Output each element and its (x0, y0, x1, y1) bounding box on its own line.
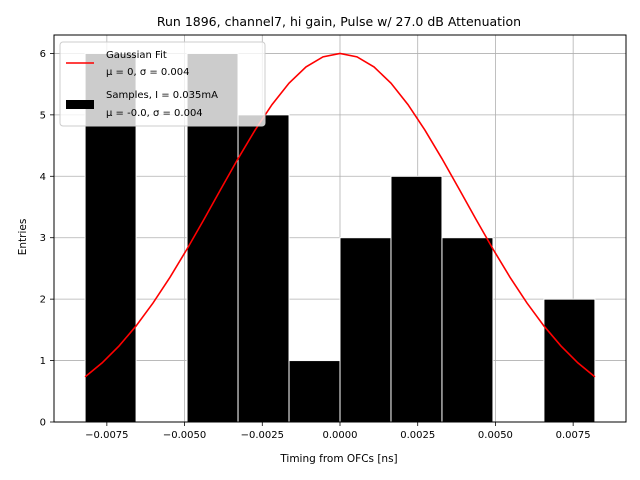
histogram-bar (237, 114, 290, 423)
legend-box (59, 41, 266, 127)
legend-fit-params: μ = 0, σ = 0.004 (106, 67, 190, 78)
x-axis-ticks: −0.0075 −0.0050 −0.0025 0.0000 0.0025 0.0050 0… (85, 422, 591, 441)
x-tick-label: 0.0025 (400, 430, 435, 441)
y-tick-label: 5 (40, 110, 46, 121)
y-tick-label: 6 (40, 49, 46, 60)
legend: Gaussian Fit μ = 0, σ = 0.004 Samples, I… (59, 41, 266, 127)
x-tick-label: −0.0050 (163, 430, 206, 441)
x-tick-label: −0.0075 (85, 430, 128, 441)
x-tick-label: −0.0025 (241, 430, 284, 441)
histogram-bar (543, 298, 596, 423)
histogram-bars (84, 52, 596, 423)
y-axis-label: Entries (17, 219, 29, 256)
y-tick-label: 1 (40, 356, 46, 367)
y-tick-label: 3 (40, 233, 46, 244)
gaussian-fit-curve (84, 52, 596, 378)
histogram-bar (390, 175, 443, 423)
y-tick-label: 4 (40, 172, 46, 183)
chart-title: Run 1896, channel7, hi gain, Pulse w/ 27… (157, 14, 521, 29)
legend-samples-label: Samples, I = 0.035mA (106, 90, 218, 101)
histogram-bar (339, 237, 392, 423)
y-axis-ticks: 0 1 2 3 4 5 6 (40, 49, 54, 429)
histogram-bar (288, 360, 341, 423)
x-tick-label: 0.0000 (323, 430, 358, 441)
x-axis-label: Timing from OFCs [ns] (279, 453, 397, 465)
y-tick-label: 0 (40, 418, 46, 429)
legend-samples-swatch (66, 100, 94, 109)
x-tick-label: 0.0075 (556, 430, 591, 441)
histogram-bar (441, 237, 494, 423)
legend-samples-params: μ = -0.0, σ = 0.004 (106, 108, 203, 119)
gaussian-fit-line (84, 52, 596, 378)
legend-fit-label: Gaussian Fit (106, 50, 167, 61)
y-tick-label: 2 (40, 295, 46, 306)
x-tick-label: 0.0050 (478, 430, 513, 441)
